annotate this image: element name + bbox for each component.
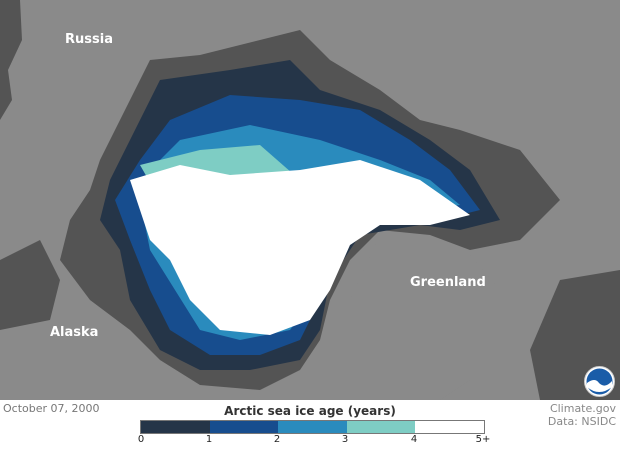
- legend-bin-2-3: [278, 421, 347, 433]
- date-label: October 07, 2000: [3, 402, 100, 415]
- sea-ice-map: [0, 0, 620, 400]
- greenland-land: [350, 235, 500, 400]
- legend-tick: 1: [205, 434, 213, 445]
- legend-bin-3-4: [346, 421, 416, 433]
- legend-tick: 5+: [475, 434, 491, 445]
- legend-tick: 2: [273, 434, 281, 445]
- legend-title: Arctic sea ice age (years): [224, 404, 396, 418]
- legend-tick: 4: [410, 434, 418, 445]
- label-alaska: Alaska: [50, 325, 99, 340]
- legend-bin-1-2: [209, 421, 279, 433]
- legend-bin-0-1: [141, 421, 210, 433]
- ice-4-5: [130, 160, 470, 335]
- credit-data: Data: NSIDC: [547, 415, 616, 428]
- label-russia: Russia: [65, 32, 113, 47]
- legend-tick: 3: [341, 434, 349, 445]
- label-greenland: Greenland: [410, 275, 486, 290]
- noaa-logo: [584, 366, 615, 397]
- legend-tick: 0: [137, 434, 145, 445]
- credits: Climate.gov Data: NSIDC: [548, 402, 616, 428]
- credit-source: Climate.gov: [549, 402, 616, 415]
- legend-bin-4-5: [415, 421, 484, 433]
- legend-colorbar: [140, 420, 485, 434]
